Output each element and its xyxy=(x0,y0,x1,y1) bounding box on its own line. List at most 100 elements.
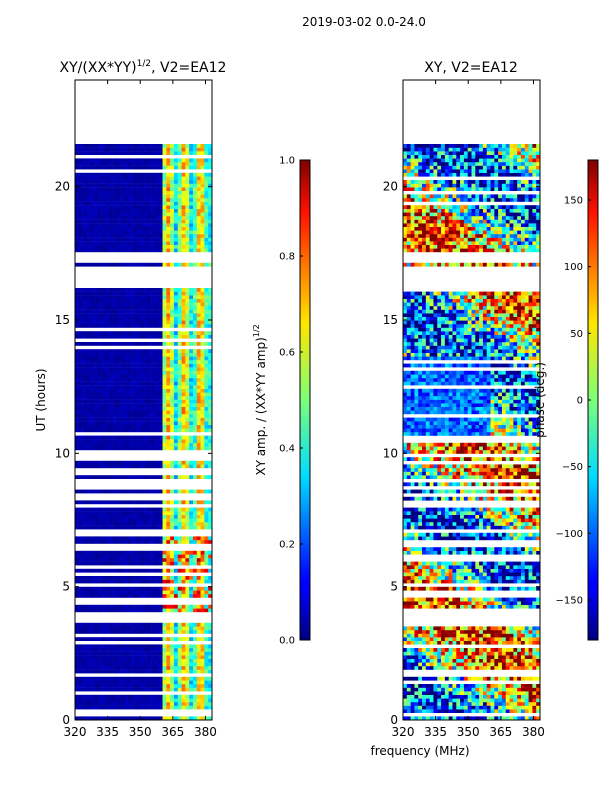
heatmap-cell xyxy=(189,439,193,443)
heatmap-cell xyxy=(90,364,94,368)
heatmap-cell xyxy=(174,648,178,652)
heatmap-cell xyxy=(193,364,197,368)
heatmap-cell xyxy=(510,662,514,666)
heatmap-cell xyxy=(197,353,201,357)
heatmap-cell xyxy=(151,554,155,558)
heatmap-cell xyxy=(498,655,502,659)
heatmap-cell xyxy=(136,400,140,404)
heatmap-cell xyxy=(128,385,132,389)
heatmap-cell xyxy=(174,220,178,224)
heatmap-cell xyxy=(113,421,117,425)
heatmap-cell xyxy=(136,648,140,652)
heatmap-cell xyxy=(132,475,136,479)
heatmap-cell xyxy=(132,144,136,148)
heatmap-cell xyxy=(136,526,140,530)
heatmap-cell xyxy=(83,630,87,634)
heatmap-cell xyxy=(147,648,151,652)
heatmap-cell xyxy=(159,349,163,353)
heatmap-cell xyxy=(193,554,197,558)
heatmap-cell xyxy=(464,684,468,688)
heatmap-cell xyxy=(144,194,148,198)
heatmap-cell xyxy=(170,425,174,429)
heatmap-cell xyxy=(189,418,193,422)
heatmap-cell xyxy=(155,209,159,213)
heatmap-cell xyxy=(105,428,109,432)
heatmap-cell xyxy=(83,655,87,659)
heatmap-cell xyxy=(79,508,83,512)
heatmap-cell xyxy=(449,684,453,688)
heatmap-cell xyxy=(132,209,136,213)
heatmap-cell xyxy=(456,641,460,645)
heatmap-cell xyxy=(163,576,167,580)
heatmap-cell xyxy=(163,187,167,191)
heatmap-cell xyxy=(86,421,90,425)
heatmap-cell xyxy=(117,162,121,166)
heatmap-cell xyxy=(189,385,193,389)
heatmap-cell xyxy=(144,173,148,177)
heatmap-cell xyxy=(113,500,117,504)
heatmap-cell xyxy=(113,515,117,519)
heatmap-cell xyxy=(90,436,94,440)
heatmap-cell xyxy=(132,198,136,202)
heatmap-cell xyxy=(144,644,148,648)
heatmap-cell xyxy=(521,630,525,634)
heatmap-cell xyxy=(102,378,106,382)
heatmap-cell xyxy=(529,691,533,695)
heatmap-cell xyxy=(105,446,109,450)
heatmap-cell xyxy=(128,144,132,148)
heatmap-cell xyxy=(178,403,182,407)
heatmap-cell xyxy=(75,500,79,504)
heatmap-cell xyxy=(532,691,536,695)
heatmap-cell xyxy=(140,248,144,252)
heatmap-cell xyxy=(136,551,140,555)
heatmap-cell xyxy=(197,410,201,414)
heatmap-cell xyxy=(121,151,125,155)
heatmap-cell xyxy=(86,558,90,562)
heatmap-cell xyxy=(147,446,151,450)
heatmap-cell xyxy=(193,292,197,296)
heatmap-cell xyxy=(193,508,197,512)
heatmap-cell xyxy=(204,331,208,335)
heatmap-cell xyxy=(121,263,125,267)
heatmap-cell xyxy=(166,630,170,634)
heatmap-cell xyxy=(159,605,163,609)
heatmap-cell xyxy=(109,590,113,594)
heatmap-cell xyxy=(178,349,182,353)
heatmap-cell xyxy=(204,187,208,191)
heatmap-cell xyxy=(197,608,201,612)
heatmap-cell xyxy=(155,331,159,335)
heatmap-cell xyxy=(136,205,140,209)
heatmap-cell xyxy=(75,374,79,378)
heatmap-cell xyxy=(75,554,79,558)
heatmap-cell xyxy=(113,187,117,191)
heatmap-cell xyxy=(86,241,90,245)
heatmap-cell xyxy=(86,562,90,566)
heatmap-cell xyxy=(510,641,514,645)
heatmap-cell xyxy=(109,209,113,213)
heatmap-cell xyxy=(109,425,113,429)
heatmap-cell xyxy=(411,652,415,656)
heatmap-cell xyxy=(98,439,102,443)
heatmap-cell xyxy=(159,245,163,249)
heatmap-cell xyxy=(102,551,106,555)
heatmap-cell xyxy=(75,216,79,220)
heatmap-cell xyxy=(94,490,98,494)
heatmap-cell xyxy=(178,378,182,382)
heatmap-cell xyxy=(124,446,128,450)
heatmap-cell xyxy=(121,392,125,396)
heatmap-cell xyxy=(79,238,83,242)
heatmap-cell xyxy=(414,652,418,656)
heatmap-cell xyxy=(159,461,163,465)
heatmap-cell xyxy=(136,241,140,245)
heatmap-cell xyxy=(98,292,102,296)
heatmap-cell xyxy=(98,540,102,544)
heatmap-cell xyxy=(79,184,83,188)
heatmap-cell xyxy=(83,173,87,177)
heatmap-cell xyxy=(468,648,472,652)
heatmap-cell xyxy=(121,382,125,386)
heatmap-cell xyxy=(170,342,174,346)
heatmap-cell xyxy=(460,662,464,666)
heatmap-cell xyxy=(94,216,98,220)
heatmap-cell xyxy=(433,688,437,692)
heatmap-cell xyxy=(79,400,83,404)
